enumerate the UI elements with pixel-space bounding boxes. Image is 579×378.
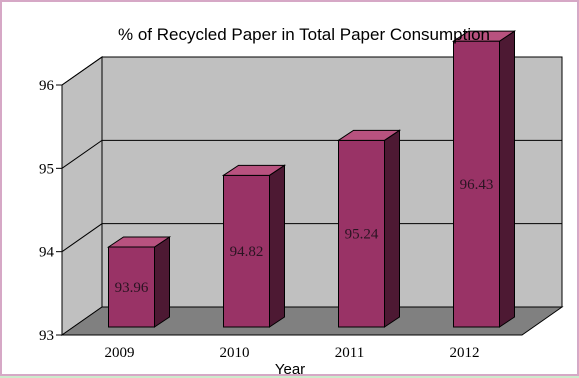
bar-top: [221, 164, 287, 176]
x-tick-label: 2009: [105, 345, 135, 361]
data-label: 93.96: [115, 280, 149, 296]
gridline: [61, 139, 562, 169]
bar-top: [451, 30, 517, 42]
y-tick-label: 96: [39, 78, 55, 94]
x-tick-label: 2011: [335, 345, 364, 361]
bar: [453, 40, 500, 328]
y-tick-label: 95: [39, 161, 54, 177]
y-tick-label: 93: [39, 328, 54, 344]
bar-side: [384, 129, 400, 328]
gridlines: [61, 56, 562, 253]
bar: [338, 139, 385, 328]
bars: 93.96 94.82 95.24 96.43: [106, 30, 517, 328]
data-label: 95.24: [345, 227, 379, 243]
bar-side: [499, 30, 515, 328]
y-tick-label: 94: [39, 245, 55, 261]
bar-side: [154, 236, 170, 328]
side-wall: [61, 56, 103, 336]
data-label: 94.82: [230, 244, 264, 260]
bar-top: [106, 236, 172, 248]
x-tick-label: 2012: [450, 345, 480, 361]
data-label: 96.43: [460, 177, 494, 193]
x-tick-label: 2010: [220, 345, 250, 361]
x-axis-label: Year: [275, 361, 305, 378]
y-axis-ticks: 93 94 95 96: [39, 78, 522, 344]
chart-title: % of Recycled Paper in Total Paper Consu…: [118, 25, 490, 44]
x-axis-categories: 2009 2010 2011 2012: [105, 345, 480, 361]
bar: [108, 246, 155, 328]
bar-top: [336, 129, 402, 141]
gridline: [61, 223, 562, 253]
bar-side: [269, 164, 285, 328]
gridline: [61, 56, 562, 86]
